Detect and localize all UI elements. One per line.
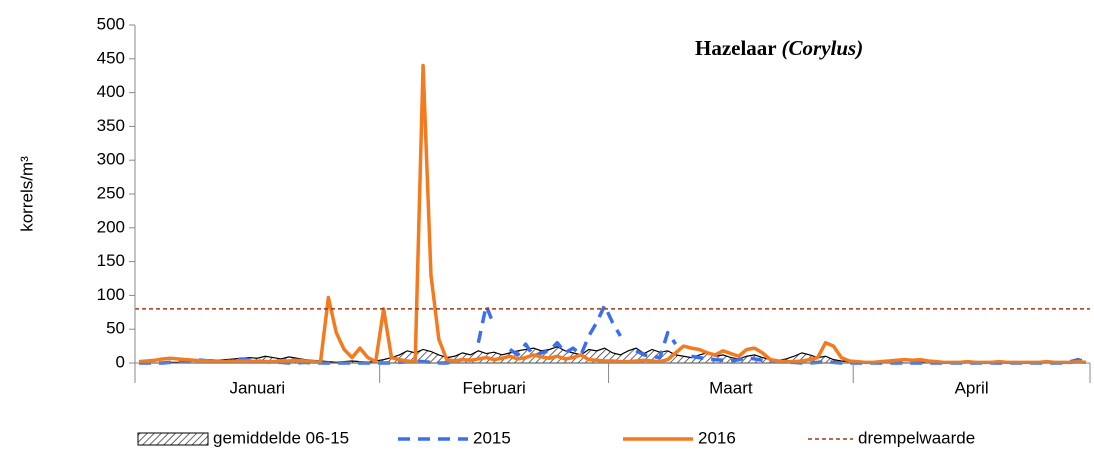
legend-label: drempelwaarde <box>858 428 975 447</box>
x-tick-label: April <box>955 378 989 397</box>
legend-label: 2016 <box>698 428 736 447</box>
series-line <box>476 303 496 344</box>
x-tick-label: Maart <box>709 378 753 397</box>
legend-label: 2015 <box>473 428 511 447</box>
y-tick-label: 50 <box>106 319 125 338</box>
legend-label: gemiddelde 06-15 <box>213 428 349 447</box>
series-line <box>138 63 1087 365</box>
y-axis-label: korrels/m³ <box>17 156 36 232</box>
y-tick-label: 150 <box>97 251 125 270</box>
y-tick-label: 300 <box>97 150 125 169</box>
y-tick-label: 500 <box>97 14 125 33</box>
y-tick-label: 200 <box>97 217 125 236</box>
series-line <box>508 303 622 358</box>
y-tick-label: 400 <box>97 82 125 101</box>
y-tick-label: 350 <box>97 116 125 135</box>
y-tick-label: 450 <box>97 48 125 67</box>
x-tick-label: Februari <box>462 378 525 397</box>
series-line <box>635 330 678 360</box>
title-latin: (Corylus) <box>782 36 864 60</box>
legend-swatch <box>137 432 209 446</box>
title-main: Hazelaar <box>695 36 776 60</box>
chart-title: Hazelaar (Corylus) <box>695 36 863 60</box>
y-tick-label: 0 <box>116 352 125 371</box>
x-tick-label: Januari <box>229 378 285 397</box>
y-tick-label: 100 <box>97 285 125 304</box>
y-tick-label: 250 <box>97 183 125 202</box>
